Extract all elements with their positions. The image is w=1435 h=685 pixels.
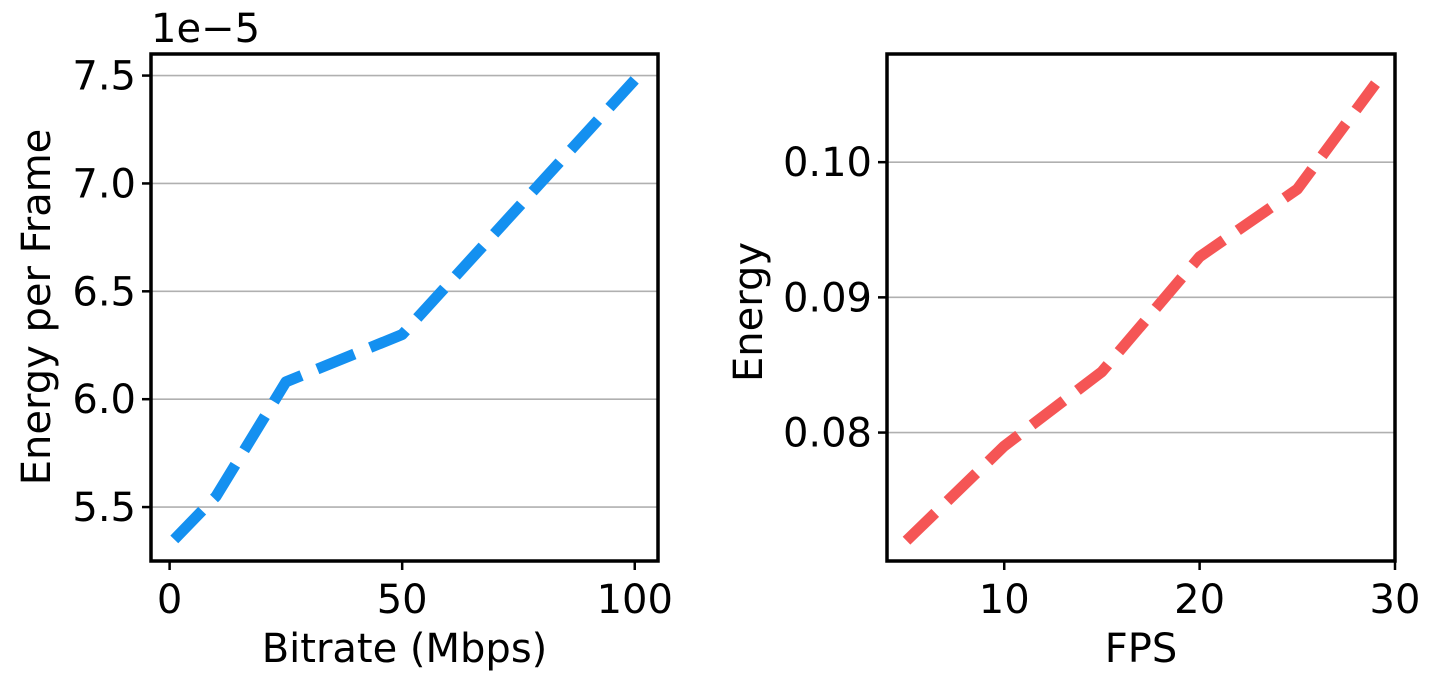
series-line-1 bbox=[170, 76, 639, 544]
y-axis-label: Energy per Frame bbox=[14, 129, 60, 486]
plot-frame bbox=[149, 52, 660, 563]
y-tick-label: 0.10 bbox=[783, 140, 872, 186]
y-tick-label: 5.5 bbox=[72, 485, 136, 531]
y-axis-label: Energy bbox=[726, 242, 772, 382]
x-axis-label: Bitrate (Mbps) bbox=[262, 626, 548, 672]
x-tick-label: 50 bbox=[377, 577, 428, 623]
y-tick-label: 6.0 bbox=[72, 377, 136, 423]
x-tick-label: 10 bbox=[979, 577, 1030, 623]
y-tick-label: 7.0 bbox=[72, 161, 136, 207]
x-tick-label: 100 bbox=[597, 577, 673, 623]
x-tick-label: 20 bbox=[1174, 577, 1225, 623]
y-tick-label: 0.09 bbox=[783, 275, 872, 321]
plot-frame bbox=[885, 52, 1397, 563]
y-tick-label: 0.08 bbox=[783, 411, 872, 457]
y-tick-label: 6.5 bbox=[72, 269, 136, 315]
chart-panel-2: 0.08 0.09 0.10 10 20 30 FPS Energy bbox=[726, 52, 1421, 672]
series-line-1 bbox=[902, 80, 1380, 545]
y-tick-label: 7.5 bbox=[72, 54, 136, 100]
x-tick-label: 0 bbox=[157, 577, 182, 623]
x-axis-label: FPS bbox=[1105, 626, 1178, 672]
x-tick-label: 30 bbox=[1370, 577, 1421, 623]
y-offset-label: 1e−5 bbox=[151, 6, 260, 52]
chart-panel-1: 5.5 6.0 6.5 7.0 7.5 0 50 100 Bitrate (Mbps) Energ… bbox=[14, 6, 673, 672]
